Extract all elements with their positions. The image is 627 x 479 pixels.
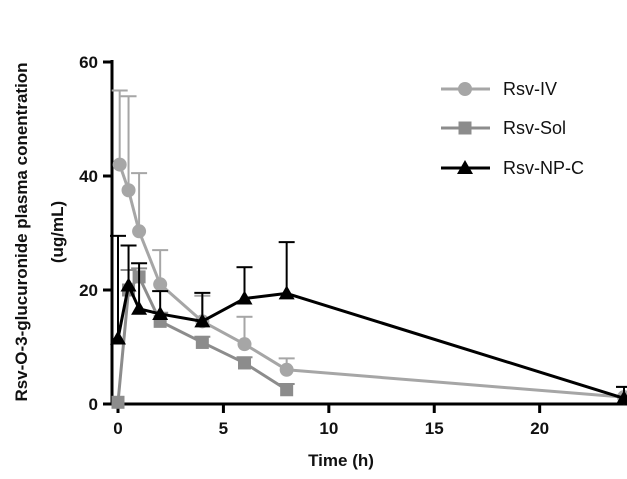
x-axis-title: Time (h) bbox=[308, 451, 374, 470]
data-point bbox=[279, 362, 294, 377]
x-tick-label: 10 bbox=[319, 419, 338, 438]
data-point bbox=[131, 300, 148, 315]
legend: Rsv-IV Rsv-Sol Rsv-NP-C bbox=[441, 79, 584, 178]
series-rsv-np-c bbox=[110, 234, 627, 405]
data-point bbox=[616, 390, 627, 405]
legend-label: Rsv-NP-C bbox=[503, 158, 584, 178]
x-tick-label: 15 bbox=[425, 419, 444, 438]
data-point bbox=[110, 330, 126, 345]
data-point bbox=[236, 290, 253, 305]
legend-marker bbox=[457, 160, 473, 174]
ticks: 0 5 10 15 20 0 20 40 60 bbox=[79, 53, 549, 438]
x-tick-label: 5 bbox=[219, 419, 228, 438]
data-point bbox=[238, 356, 251, 370]
data-point bbox=[194, 313, 211, 328]
data-point bbox=[278, 285, 295, 300]
axes bbox=[110, 60, 627, 406]
data-point bbox=[280, 383, 294, 397]
y-tick-label: 20 bbox=[79, 281, 98, 300]
data-point bbox=[153, 277, 168, 292]
y-axis-title-line1: Rsv-O-3-glucuronide plasma conentration bbox=[12, 62, 31, 401]
y-tick-label: 0 bbox=[89, 395, 98, 414]
series-rsv-iv bbox=[111, 89, 627, 405]
legend-label: Rsv-IV bbox=[503, 79, 557, 99]
legend-label: Rsv-Sol bbox=[503, 118, 566, 138]
y-axis-title-line2: (ug/mL) bbox=[48, 201, 67, 263]
x-tick-label: 0 bbox=[113, 419, 122, 438]
data-point bbox=[120, 277, 137, 292]
data-point bbox=[237, 337, 252, 352]
y-tick-label: 40 bbox=[79, 167, 98, 186]
data-point bbox=[111, 395, 125, 409]
data-point bbox=[132, 224, 147, 239]
legend-marker bbox=[458, 82, 472, 96]
y-tick-label: 60 bbox=[79, 53, 98, 72]
data-point bbox=[195, 335, 209, 349]
series-layer bbox=[110, 89, 627, 409]
data-point bbox=[152, 305, 169, 320]
series-line bbox=[118, 164, 625, 399]
x-tick-label: 20 bbox=[530, 419, 549, 438]
series-line bbox=[116, 283, 625, 400]
data-point bbox=[112, 157, 127, 172]
legend-marker bbox=[458, 121, 472, 135]
data-point bbox=[121, 183, 136, 198]
